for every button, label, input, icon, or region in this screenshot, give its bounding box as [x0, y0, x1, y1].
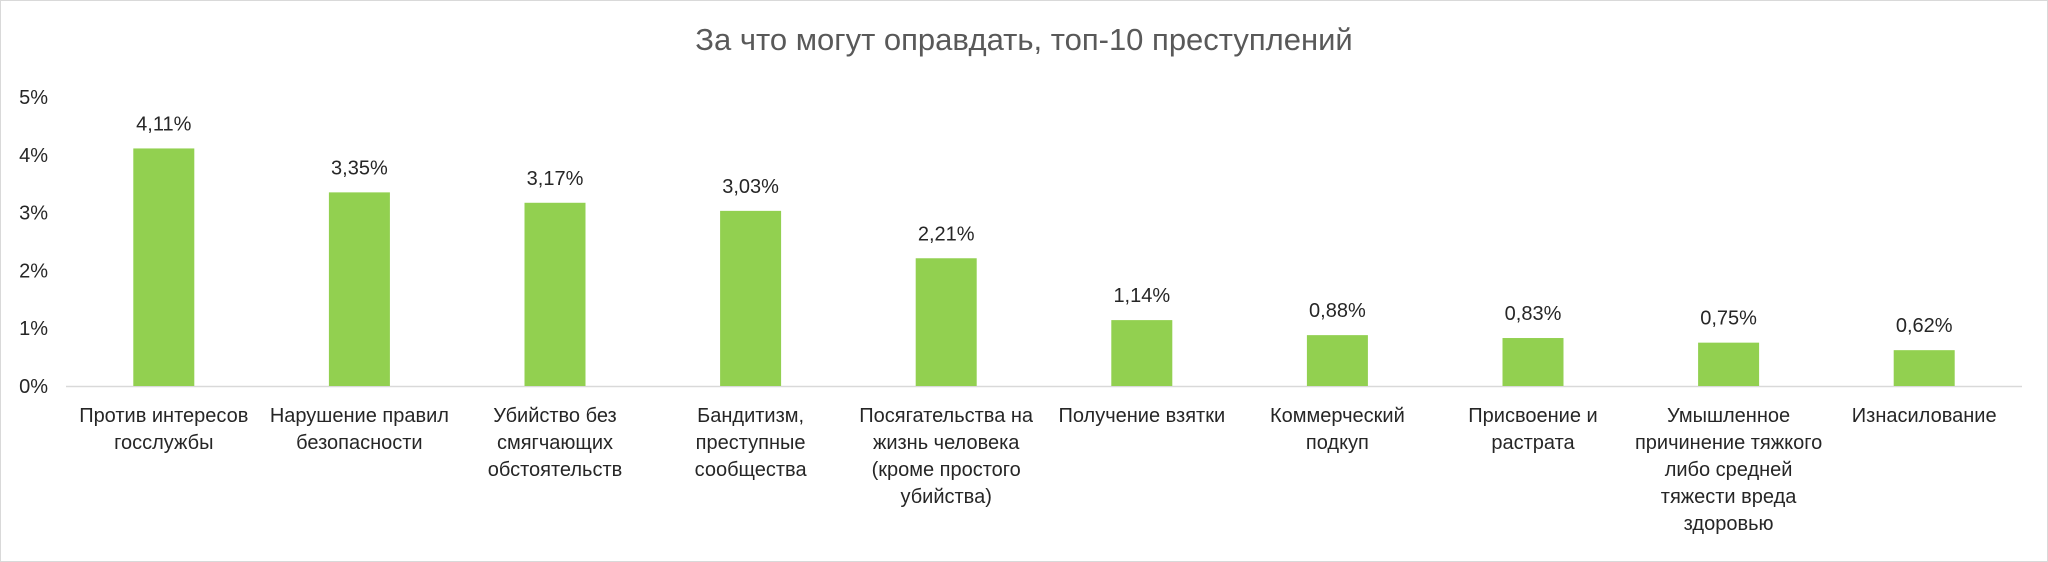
bar: [133, 148, 195, 386]
x-tick-label: Нарушение правил безопасности: [269, 405, 449, 454]
data-label: 0,83%: [1505, 303, 1562, 325]
data-label: 1,14%: [1113, 285, 1170, 307]
y-tick-label: 3%: [19, 203, 48, 225]
bar: [915, 258, 977, 386]
chart-title: За что могут оправдать, топ-10 преступле…: [695, 22, 1353, 57]
x-tick-label: Бандитизм, преступные сообщества: [694, 405, 807, 481]
x-tick-label: Коммерческий подкуп: [1270, 405, 1405, 454]
bar: [1111, 320, 1173, 386]
data-label: 2,21%: [918, 223, 975, 245]
bar: [720, 210, 782, 386]
bar: [328, 192, 390, 386]
data-label: 0,88%: [1309, 300, 1366, 322]
x-tick-label: Против интересов госслужбы: [79, 405, 249, 454]
data-label: 3,35%: [331, 157, 388, 179]
x-tick-label: Умышленное причинение тяжкого либо средн…: [1634, 405, 1823, 535]
y-tick-label: 0%: [19, 376, 48, 398]
x-tick-label: Убийство без смягчающих обстоятельств: [487, 405, 623, 481]
bar: [1698, 342, 1760, 386]
data-label: 3,17%: [527, 168, 584, 190]
data-label: 4,11%: [136, 113, 191, 135]
x-tick-label: Получение взятки: [1058, 405, 1226, 427]
data-label: 3,03%: [722, 176, 779, 198]
bar: [1893, 350, 1955, 386]
data-label: 0,75%: [1700, 308, 1757, 330]
y-tick-label: 1%: [19, 318, 48, 340]
y-tick-label: 5%: [19, 87, 48, 109]
data-label: 0,62%: [1896, 315, 1953, 337]
y-tick-label: 2%: [19, 260, 48, 282]
x-tick-label: Изнасилование: [1851, 405, 1997, 427]
bar: [1502, 338, 1564, 386]
bar: [1306, 335, 1368, 386]
x-tick-label: Посягательства на жизнь человека (кроме …: [859, 405, 1034, 508]
x-tick-label: Присвоение и растрата: [1468, 405, 1598, 454]
y-tick-label: 4%: [19, 145, 48, 167]
bar: [524, 202, 586, 386]
